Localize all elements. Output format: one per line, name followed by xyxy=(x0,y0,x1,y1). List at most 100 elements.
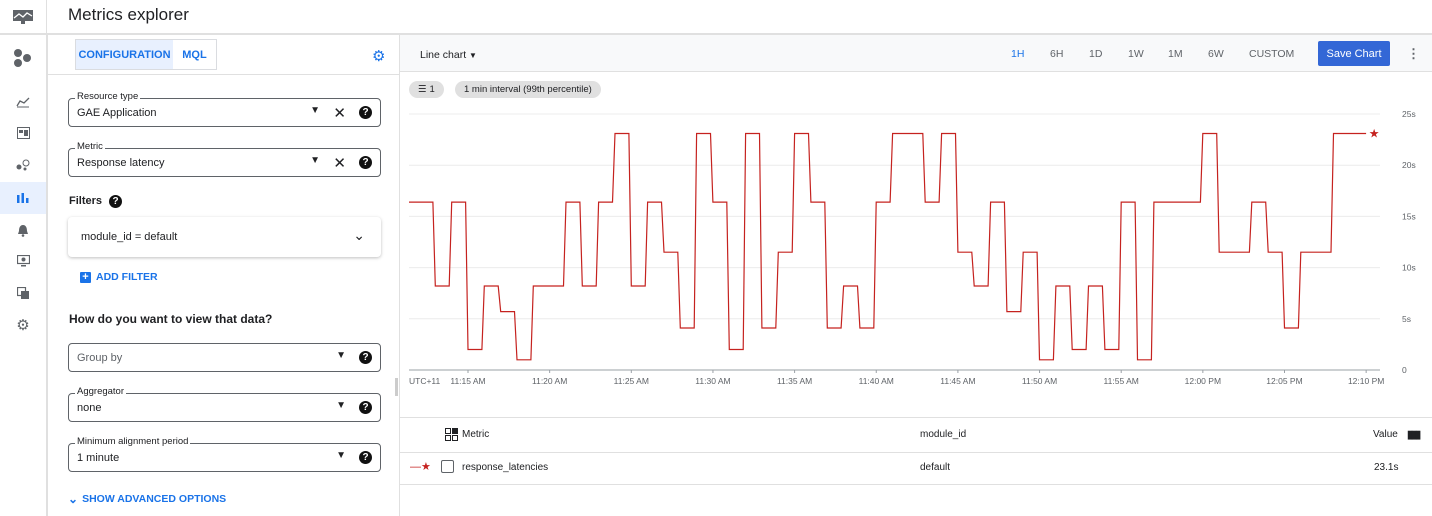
configuration-panel: CONFIGURATION MQL ⚙ Resource type GAE Ap… xyxy=(48,35,400,516)
metric-header-label: Metric xyxy=(462,429,490,440)
row-checkbox[interactable] xyxy=(441,460,454,473)
resource-type-label: Resource type xyxy=(75,91,141,102)
filters-label: Filters xyxy=(69,195,103,207)
metric-label: Metric xyxy=(75,141,105,152)
tab-mql[interactable]: MQL xyxy=(182,48,207,61)
group-by-placeholder: Group by xyxy=(77,352,123,364)
range-1m[interactable]: 1M xyxy=(1168,48,1183,60)
columns-icon[interactable]: ▮▮▮ xyxy=(1407,429,1421,441)
sidebar-item-trace[interactable] xyxy=(0,149,46,181)
help-icon[interactable]: ? xyxy=(359,451,372,464)
dropdown-arrow-icon[interactable]: ▼ xyxy=(336,350,346,361)
dropdown-arrow-icon[interactable]: ▼ xyxy=(336,450,346,461)
save-chart-button[interactable]: Save Chart xyxy=(1318,41,1390,66)
page-title: Metrics explorer xyxy=(68,5,189,24)
chart-area-icon xyxy=(16,97,30,108)
row-module-id: default xyxy=(920,462,951,473)
help-icon[interactable]: ? xyxy=(359,106,372,119)
resource-type-select[interactable]: Resource type GAE Application ▼ ✕ ? xyxy=(68,91,381,127)
filter-icon: ☰ xyxy=(418,84,427,95)
alignment-period-select[interactable]: Minimum alignment period 1 minute ▼ ? xyxy=(68,436,381,472)
metric-select[interactable]: Metric Response latency ▼ ✕ ? xyxy=(68,141,381,177)
editor-tabs: CONFIGURATION MQL xyxy=(75,39,217,70)
range-1d[interactable]: 1D xyxy=(1089,48,1103,60)
chevron-down-icon[interactable]: ⌄ xyxy=(353,227,365,243)
x-tick-label: 11:20 AM xyxy=(532,376,567,386)
x-tick-label: 11:40 AM xyxy=(859,376,894,386)
sidebar-item-groups[interactable] xyxy=(0,277,46,309)
interval-chip[interactable]: 1 min interval (99th percentile) xyxy=(455,81,601,98)
filter-text: module_id = default xyxy=(81,231,178,243)
help-icon[interactable]: ? xyxy=(359,351,372,364)
aggregator-value: none xyxy=(77,402,102,414)
filter-count: 1 xyxy=(429,84,435,95)
panel-resize-handle[interactable] xyxy=(395,378,398,396)
help-icon[interactable]: ? xyxy=(359,401,372,414)
sidebar-item-overview[interactable] xyxy=(0,41,46,75)
y-tick-label: 5s xyxy=(1402,314,1411,324)
range-custom[interactable]: CUSTOM xyxy=(1249,48,1295,60)
filter-count-chip[interactable]: ☰ 1 xyxy=(409,81,444,98)
chart-panel: Line chart ▼ 1H 6H 1D 1W 1M 6W CUSTOM Sa… xyxy=(400,35,1432,516)
top-bar: Metrics explorer xyxy=(0,0,1432,35)
range-1w[interactable]: 1W xyxy=(1128,48,1144,60)
y-tick-label: 15s xyxy=(1402,211,1416,221)
sidebar-item-services[interactable] xyxy=(0,117,46,149)
column-select-icon xyxy=(445,428,458,441)
sidebar-item-alerting[interactable] xyxy=(0,214,46,246)
y-tick-label: 0 xyxy=(1402,365,1407,375)
x-tick-label: 12:10 PM xyxy=(1348,376,1384,386)
tab-configuration[interactable]: CONFIGURATION xyxy=(76,40,173,69)
add-filter-button[interactable]: + ADD FILTER xyxy=(80,271,158,283)
sidebar-item-metrics-explorer[interactable] xyxy=(0,182,46,214)
sidebar-item-dashboards[interactable] xyxy=(0,86,46,118)
x-tick-label: 11:35 AM xyxy=(777,376,812,386)
help-icon[interactable]: ? xyxy=(109,195,123,208)
bell-icon xyxy=(18,224,28,237)
gear-icon: ⚙ xyxy=(16,317,30,334)
x-tick-label: 12:05 PM xyxy=(1266,376,1302,386)
x-tick-label: 11:25 AM xyxy=(614,376,649,386)
dropdown-arrow-icon[interactable]: ▼ xyxy=(310,155,320,166)
sidebar-item-uptime[interactable] xyxy=(0,245,46,277)
monitor-icon xyxy=(16,255,30,267)
value-column-header[interactable]: Value xyxy=(1373,429,1398,440)
dropdown-arrow-icon[interactable]: ▼ xyxy=(310,105,320,116)
bubbles-icon xyxy=(16,159,30,171)
line-chart[interactable]: 0 5s 10s 15s 20s 25s UTC+11 11:15 AM 11:20 AM 11:… xyxy=(400,100,1432,390)
chart-type-select[interactable]: Line chart ▼ xyxy=(420,49,477,61)
more-vert-icon[interactable]: ⋮ xyxy=(1407,46,1420,61)
x-tick-label: 11:30 AM xyxy=(695,376,730,386)
range-6h[interactable]: 6H xyxy=(1050,48,1064,60)
x-tick-label: 11:15 AM xyxy=(450,376,485,386)
row-metric: response_latencies xyxy=(462,462,549,473)
clear-icon[interactable]: ✕ xyxy=(333,155,346,172)
series-line-response-latencies xyxy=(409,132,1367,361)
divider xyxy=(400,484,1432,485)
group-by-select[interactable]: Group by ▼ ? xyxy=(68,343,381,372)
x-tick-label: 11:45 AM xyxy=(940,376,975,386)
alignment-value: 1 minute xyxy=(77,452,120,464)
range-6w[interactable]: 6W xyxy=(1208,48,1224,60)
monitoring-logo-icon[interactable] xyxy=(0,0,47,34)
range-1h[interactable]: 1H xyxy=(1011,48,1025,60)
dropdown-arrow-icon[interactable]: ▼ xyxy=(336,400,346,411)
metric-column-header[interactable]: Metric xyxy=(445,428,489,441)
filter-item[interactable]: module_id = default ⌄ xyxy=(68,217,381,257)
x-tick-label: 11:55 AM xyxy=(1104,376,1139,386)
aggregator-select[interactable]: Aggregator none ▼ ? xyxy=(68,386,381,422)
divider xyxy=(400,452,1432,453)
settings-gear-icon[interactable]: ⚙ xyxy=(372,48,386,65)
metric-value: Response latency xyxy=(77,157,165,169)
divider xyxy=(48,74,400,75)
advanced-label: SHOW ADVANCED OPTIONS xyxy=(82,493,227,505)
chevron-down-icon: ⌄ xyxy=(68,492,79,506)
show-advanced-options-button[interactable]: ⌄ SHOW ADVANCED OPTIONS xyxy=(68,492,226,506)
clear-icon[interactable]: ✕ xyxy=(333,105,346,122)
help-icon[interactable]: ? xyxy=(359,156,372,169)
module-id-column-header[interactable]: module_id xyxy=(920,429,967,440)
sidebar-item-settings[interactable]: ⚙ xyxy=(0,309,46,341)
last-point-star-marker: ★ xyxy=(1369,126,1380,140)
x-tick-label: 11:50 AM xyxy=(1022,376,1057,386)
add-filter-label: ADD FILTER xyxy=(96,271,158,283)
